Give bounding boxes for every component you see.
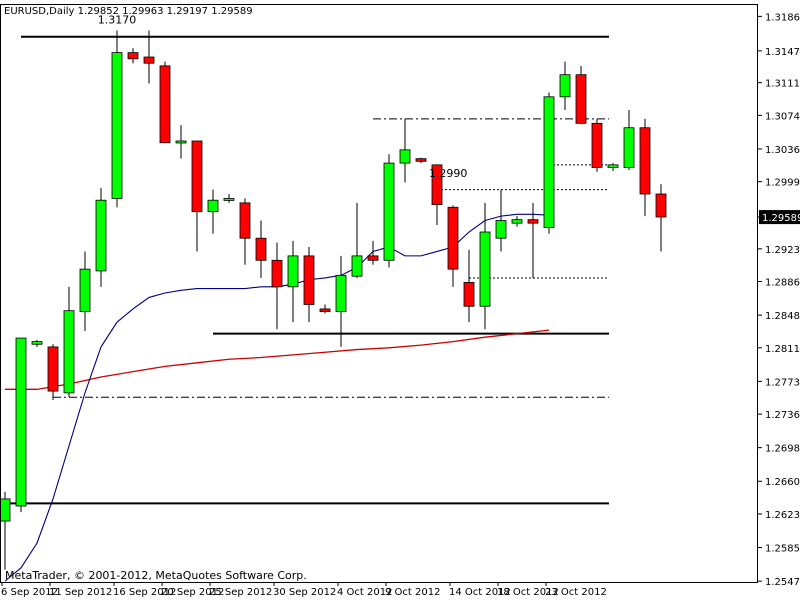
- candle-body: [511, 219, 523, 224]
- candle-body: [239, 202, 251, 239]
- candle-body: [111, 52, 123, 199]
- x-tick-label: 16 Sep 2012: [113, 587, 176, 598]
- candle-body: [415, 158, 427, 162]
- candle-body: [447, 206, 459, 270]
- copyright-text: MetaTrader, © 2001-2012, MetaQuotes Soft…: [5, 569, 307, 582]
- candlesticks: [0, 30, 667, 570]
- candle-body: [223, 198, 235, 201]
- y-tick-label: 1.31110: [765, 79, 800, 90]
- candle-body: [79, 268, 91, 312]
- y-tick-label: 1.31860: [765, 12, 800, 23]
- y-tick-label: 1.28480: [765, 311, 800, 322]
- level-annotation: 1.2990: [429, 167, 468, 180]
- candle-body: [15, 337, 27, 507]
- y-tick-label: 1.25470: [765, 577, 800, 588]
- y-tick-label: 1.26230: [765, 510, 800, 521]
- candle-body: [95, 199, 107, 272]
- candle-body: [303, 255, 315, 305]
- y-tick-label: 1.30360: [765, 145, 800, 156]
- y-tick-label: 1.29990: [765, 178, 800, 189]
- candle-body: [495, 220, 507, 239]
- candle-body: [399, 149, 411, 164]
- x-tick-label: 9 Oct 2012: [385, 587, 440, 598]
- y-tick-label: 1.31470: [765, 47, 800, 58]
- candle-body: [63, 310, 75, 394]
- y-tick-label: 1.25850: [765, 544, 800, 555]
- candle-body: [543, 96, 555, 228]
- candle-body: [431, 164, 443, 206]
- y-tick-label: 1.27730: [765, 377, 800, 388]
- candle-body: [175, 140, 187, 144]
- candle-body: [607, 164, 619, 168]
- candle-body: [191, 140, 203, 213]
- candle-body: [335, 274, 347, 312]
- candle-body: [527, 219, 539, 224]
- candle-body: [639, 127, 651, 195]
- plot-frame: [0, 4, 758, 583]
- candle-body: [207, 199, 219, 213]
- candle-body: [559, 74, 571, 98]
- x-tick-label: 11 Sep 2012: [49, 587, 112, 598]
- candle-body: [591, 122, 603, 168]
- ma-slow-line: [5, 329, 550, 390]
- candle-body: [367, 255, 379, 261]
- x-tick-label: 18 Oct 2012: [497, 587, 559, 598]
- candle-body: [479, 231, 491, 307]
- candle-body: [655, 193, 667, 218]
- y-tick-label: 1.30740: [765, 111, 800, 122]
- x-tick-label: 25 Sep 2012: [209, 587, 272, 598]
- candle-body: [255, 237, 267, 261]
- candle-body: [287, 255, 299, 288]
- annotations: 1.3170 1.2990: [98, 13, 468, 180]
- x-tick-label: 30 Sep 2012: [273, 587, 336, 598]
- x-tick-label: 4 Oct 2012: [337, 587, 392, 598]
- candle-body: [623, 127, 635, 168]
- candle-body: [159, 65, 171, 144]
- slow-moving-average: [5, 329, 550, 390]
- x-tick-label: 6 Sep 2012: [1, 587, 58, 598]
- x-tick-label: 14 Oct 2012: [449, 587, 511, 598]
- candle-body: [143, 56, 155, 64]
- level-annotation: 1.3170: [98, 13, 137, 26]
- x-tick-label: 20 Sep 2012: [161, 587, 224, 598]
- y-tick-label: 1.26980: [765, 444, 800, 455]
- candle-body: [271, 259, 283, 288]
- current-price-label: 1.29589: [762, 213, 800, 224]
- symbol-header: EURUSD,Daily 1.29852 1.29963 1.29197 1.2…: [4, 6, 253, 17]
- candle-body: [127, 52, 139, 60]
- price-axis: 1.31860 1.31470 1.31110 1.30740 1.30360 1.299…: [0, 4, 800, 588]
- candle-body: [383, 162, 395, 261]
- candle-body: [575, 74, 587, 124]
- x-tick-label: 23 Oct 2012: [545, 587, 607, 598]
- candle-body: [31, 341, 43, 345]
- current-price-tag: [759, 210, 800, 225]
- candle-body: [319, 308, 331, 312]
- candle-body: [463, 281, 475, 307]
- horizontal-levels: [5, 35, 609, 505]
- candle-body: [0, 498, 11, 522]
- y-tick-label: 1.28110: [765, 344, 800, 355]
- candle-body: [351, 255, 363, 277]
- y-tick-label: 1.26600: [765, 477, 800, 488]
- y-tick-label: 1.29230: [765, 245, 800, 256]
- candle-body: [47, 346, 59, 392]
- y-tick-label: 1.27360: [765, 410, 800, 421]
- y-tick-label: 1.28860: [765, 278, 800, 289]
